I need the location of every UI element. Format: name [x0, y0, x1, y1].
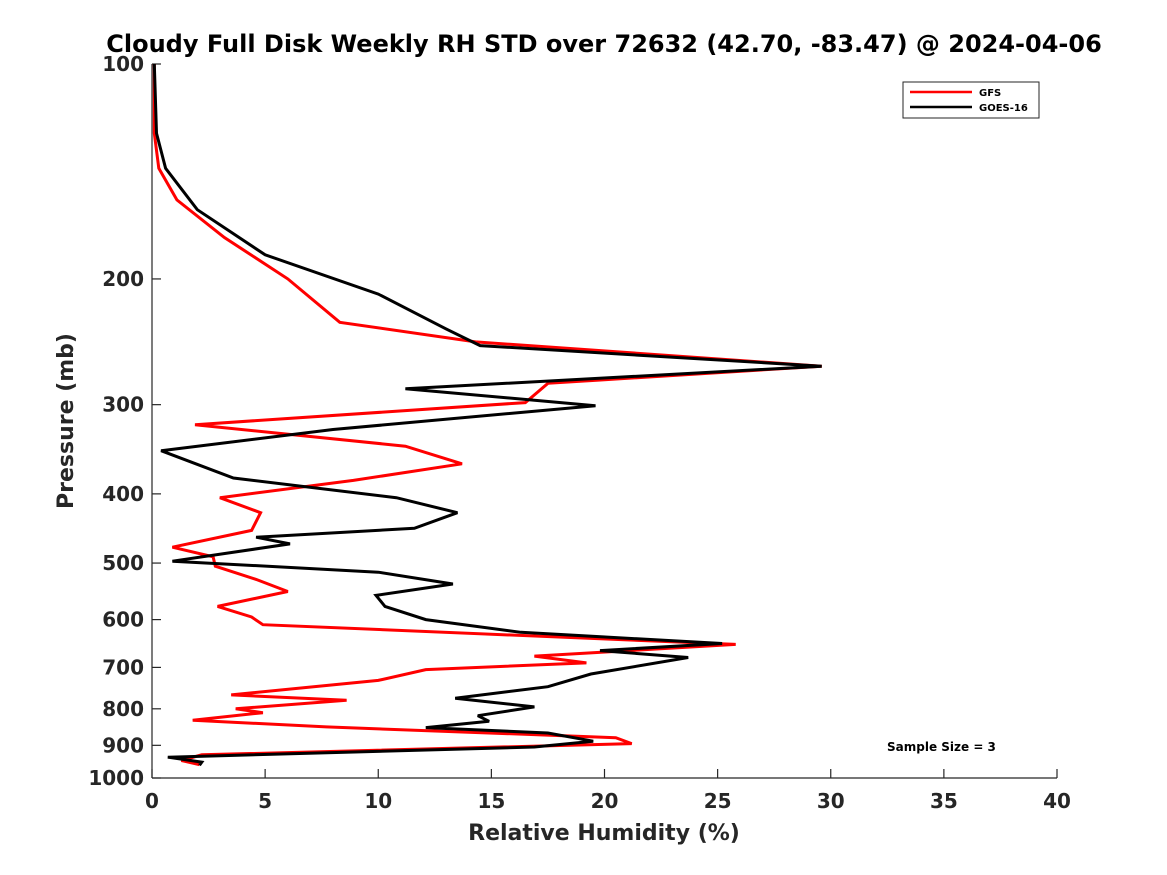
series-layer [152, 63, 822, 767]
sample-size-annotation: Sample Size = 3 [887, 740, 996, 754]
x-tick-label: 25 [704, 789, 732, 813]
y-tick-label: 300 [102, 393, 144, 417]
x-tick-label: 15 [477, 789, 505, 813]
series-line-goes16 [152, 63, 822, 767]
x-tick-label: 0 [145, 789, 159, 813]
chart-title: Cloudy Full Disk Weekly RH STD over 7263… [106, 30, 1102, 58]
y-tick-label: 800 [102, 697, 144, 721]
series-line-gfs [152, 64, 822, 767]
x-tick-label: 5 [258, 789, 272, 813]
x-axis-title: Relative Humidity (%) [468, 821, 740, 846]
x-tick-label: 40 [1043, 789, 1071, 813]
x-tick-label: 20 [591, 789, 619, 813]
y-ticks: 100 200 300 400 500 600 700 800 900 1000 [88, 52, 161, 790]
legend: GFS GOES-16 [902, 81, 1040, 119]
legend-box [902, 81, 1040, 119]
x-ticks: 0 5 10 15 20 25 30 35 40 [145, 769, 1071, 813]
legend-label-gfs: GFS [979, 88, 1001, 99]
y-tick-label: 1000 [88, 766, 144, 790]
y-tick-label: 700 [102, 655, 144, 679]
y-axis-title: Pressure (mb) [54, 333, 79, 509]
x-tick-label: 10 [364, 789, 392, 813]
y-tick-label: 200 [102, 267, 144, 291]
y-tick-label: 600 [102, 608, 144, 632]
x-tick-label: 30 [817, 789, 845, 813]
y-tick-label: 500 [102, 551, 144, 575]
y-tick-label: 100 [102, 52, 144, 76]
y-tick-label: 900 [102, 733, 144, 757]
legend-label-goes16: GOES-16 [979, 103, 1028, 114]
x-tick-label: 35 [930, 789, 958, 813]
y-tick-label: 400 [102, 482, 144, 506]
